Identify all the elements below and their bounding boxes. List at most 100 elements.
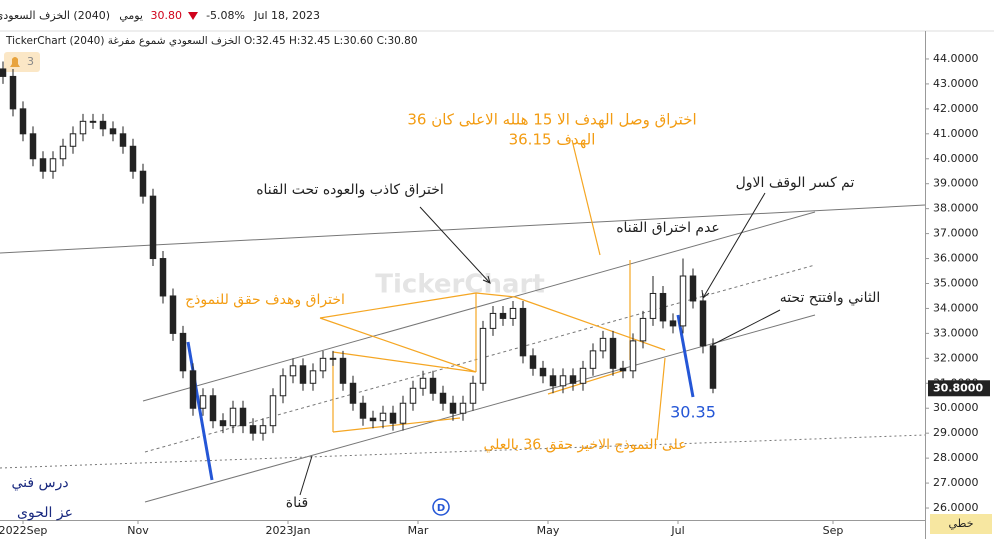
y-tick-label: 33.0000: [933, 326, 979, 339]
candle-body: [249, 425, 257, 434]
annotation: الثاني وافتتح تحته: [780, 290, 881, 306]
candle-body: [189, 370, 197, 409]
y-tick-label: 34.0000: [933, 301, 979, 314]
event-marker[interactable]: [432, 498, 450, 516]
candle-body: [259, 425, 267, 434]
x-tick-label: 2022Sep: [0, 524, 47, 537]
candle-body: [169, 295, 177, 334]
header-name: الخزف السعودي: [0, 9, 70, 22]
alert-badge[interactable]: [4, 52, 40, 72]
candle-body: [269, 395, 277, 427]
candle-body: [99, 120, 107, 130]
y-tick-label: 44.0000: [933, 52, 979, 65]
y-tick-label: 40.0000: [933, 152, 979, 165]
candle-body: [579, 367, 587, 384]
candle-body: [649, 292, 657, 319]
y-tick-label: 27.0000: [933, 476, 979, 489]
candle-body: [0, 68, 7, 77]
signature: عز الحوى: [17, 505, 73, 521]
candle-body: [229, 407, 237, 427]
x-tick-label: Nov: [127, 524, 149, 537]
candle-body: [519, 307, 527, 357]
y-tick-label: 28.0000: [933, 451, 979, 464]
watermark: TickerChart: [375, 270, 545, 300]
last-price-label: 30.8000: [933, 381, 983, 394]
annotation: على النموذج الاخير حقق 36 بالعلي: [483, 437, 686, 453]
annotation: اختراق وهدف حقق للنموذج: [185, 292, 345, 308]
candle-body: [399, 402, 407, 424]
candle-body: [689, 275, 697, 302]
y-tick-label: 29.0000: [933, 426, 979, 439]
blue-line: [676, 314, 695, 398]
candle-body: [299, 365, 307, 384]
candle-body: [469, 382, 477, 404]
y-tick-label: 32.0000: [933, 351, 979, 364]
last-price-box: [928, 380, 990, 397]
candle-body: [59, 145, 67, 160]
y-tick-label: 39.0000: [933, 177, 979, 190]
header-info: TickerChart الخزف السعودي شموع مفرغة (20…: [5, 35, 418, 47]
arrow: [299, 455, 313, 496]
orange-pattern: [475, 139, 666, 441]
channel-upper: [142, 211, 816, 402]
y-tick-label: 37.0000: [933, 227, 979, 240]
orange-pattern: [319, 292, 477, 433]
annotation: قناة: [286, 495, 309, 511]
candle-body: [499, 312, 507, 319]
header-period: يومي: [119, 9, 143, 22]
bell-icon: [10, 57, 20, 67]
candle-body: [529, 355, 537, 369]
candle-body: [199, 395, 207, 409]
candle-body: [109, 128, 117, 135]
candle-body: [489, 312, 497, 329]
x-tick-label: 2023Jan: [266, 524, 311, 537]
candle-body: [219, 420, 227, 427]
candle-body: [709, 345, 717, 389]
y-tick-label: 43.0000: [933, 77, 979, 90]
x-tick-label: Jul: [670, 524, 684, 537]
candle-body: [659, 292, 667, 322]
blue-line: [186, 341, 214, 481]
candle-body: [139, 170, 147, 197]
signature: درس فني: [11, 475, 68, 491]
candle-body: [289, 365, 297, 377]
mode-label: خطي: [949, 517, 974, 530]
channel-middle: [144, 264, 816, 453]
candle-body: [339, 357, 347, 384]
candle-body: [149, 195, 157, 260]
candle-body: [679, 275, 687, 327]
mode-button[interactable]: [930, 514, 992, 534]
candle-body: [39, 158, 47, 172]
candle-body: [379, 412, 387, 422]
y-tick-label: 36.0000: [933, 252, 979, 265]
y-tick-label: 42.0000: [933, 102, 979, 115]
header-price: 30.80: [151, 9, 183, 22]
candle-body: [119, 133, 127, 147]
candle-body: [619, 367, 627, 372]
candle-body: [9, 75, 17, 110]
candle-body: [409, 387, 417, 404]
candle-body: [369, 417, 377, 422]
candle-body: [309, 370, 317, 384]
candle-body: [319, 357, 327, 372]
candle-body: [459, 402, 467, 414]
x-tick-label: May: [537, 524, 560, 537]
candle-body: [79, 120, 87, 135]
candle-body: [349, 382, 357, 404]
support-line: [0, 434, 926, 469]
candle-body: [639, 317, 647, 342]
candle-body: [449, 402, 457, 414]
candle-body: [479, 327, 487, 384]
annotation: اختراق كاذب والعوده تحت القناه: [256, 182, 444, 198]
candle-body: [599, 337, 607, 352]
arrow: [711, 309, 781, 346]
candle-body: [609, 337, 617, 369]
candle-body: [699, 300, 707, 347]
candle-body: [629, 340, 637, 372]
header-code: (2040): [73, 9, 110, 22]
candle-body: [279, 375, 287, 397]
annotation: اختراق وصل الهدف الا 15 هلله الاعلى كان …: [407, 111, 696, 129]
alert-count: 3: [27, 55, 34, 68]
down-arrow: [188, 12, 198, 20]
